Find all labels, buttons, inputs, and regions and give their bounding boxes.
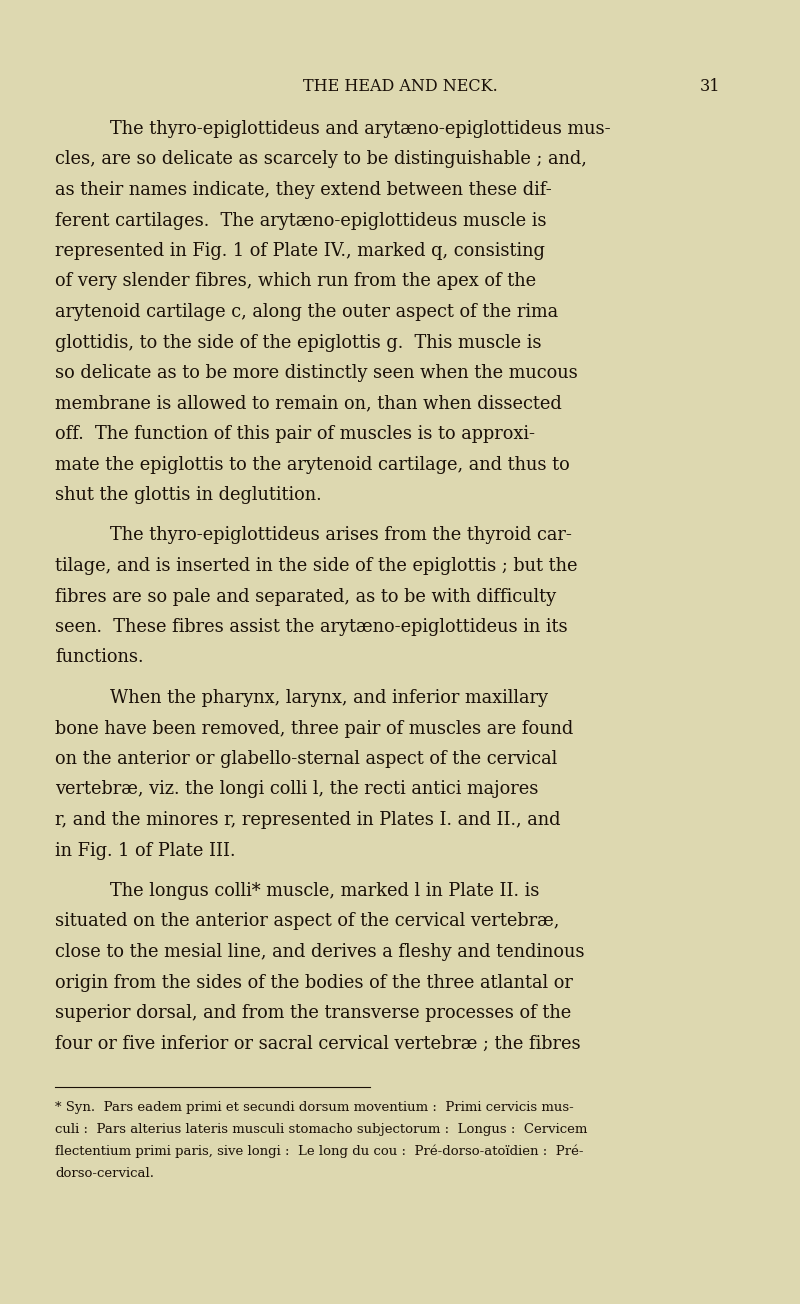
Text: cles, are so delicate as scarcely to be distinguishable ; and,: cles, are so delicate as scarcely to be … (55, 150, 587, 168)
Text: bone have been removed, three pair of muscles are found: bone have been removed, three pair of mu… (55, 720, 574, 738)
Text: close to the mesial line, and derives a fleshy and tendinous: close to the mesial line, and derives a … (55, 943, 585, 961)
Text: four or five inferior or sacral cervical vertebræ ; the fibres: four or five inferior or sacral cervical… (55, 1034, 581, 1052)
Text: functions.: functions. (55, 648, 143, 666)
Text: culi :  Pars alterius lateris musculi stomacho subjectorum :  Longus :  Cervicem: culi : Pars alterius lateris musculi sto… (55, 1123, 587, 1136)
Text: glottidis, to the side of the epiglottis g.  This muscle is: glottidis, to the side of the epiglottis… (55, 334, 542, 352)
Text: ferent cartilages.  The arytæno-epiglottideus muscle is: ferent cartilages. The arytæno-epiglotti… (55, 211, 546, 230)
Text: membrane is allowed to remain on, than when dissected: membrane is allowed to remain on, than w… (55, 395, 562, 412)
Text: fibres are so pale and separated, as to be with difficulty: fibres are so pale and separated, as to … (55, 588, 556, 605)
Text: * Syn.  Pars eadem primi et secundi dorsum moventium :  Primi cervicis mus-: * Syn. Pars eadem primi et secundi dorsu… (55, 1101, 574, 1114)
Text: in Fig. 1 of Plate III.: in Fig. 1 of Plate III. (55, 841, 235, 859)
Text: dorso-cervical.: dorso-cervical. (55, 1167, 154, 1180)
Text: so delicate as to be more distinctly seen when the mucous: so delicate as to be more distinctly see… (55, 364, 578, 382)
Text: shut the glottis in deglutition.: shut the glottis in deglutition. (55, 486, 322, 505)
Text: off.  The function of this pair of muscles is to approxi-: off. The function of this pair of muscle… (55, 425, 535, 443)
Text: flectentium primi paris, sive longi :  Le long du cou :  Pré-dorso-atoïdien :  P: flectentium primi paris, sive longi : Le… (55, 1145, 583, 1158)
Text: The longus colli* muscle, marked l in Plate II. is: The longus colli* muscle, marked l in Pl… (110, 882, 539, 900)
Text: of very slender fibres, which run from the apex of the: of very slender fibres, which run from t… (55, 273, 536, 291)
Text: The thyro-epiglottideus arises from the thyroid car-: The thyro-epiglottideus arises from the … (110, 527, 572, 545)
Text: vertebræ, viz. the longi colli l, the recti antici majores: vertebræ, viz. the longi colli l, the re… (55, 781, 538, 798)
Text: as their names indicate, they extend between these dif-: as their names indicate, they extend bet… (55, 181, 552, 200)
Text: on the anterior or glabello-sternal aspect of the cervical: on the anterior or glabello-sternal aspe… (55, 750, 558, 768)
Text: mate the epiglottis to the arytenoid cartilage, and thus to: mate the epiglottis to the arytenoid car… (55, 455, 570, 473)
Text: superior dorsal, and from the transverse processes of the: superior dorsal, and from the transverse… (55, 1004, 571, 1022)
Text: 31: 31 (700, 78, 721, 95)
Text: tilage, and is inserted in the side of the epiglottis ; but the: tilage, and is inserted in the side of t… (55, 557, 578, 575)
Text: seen.  These fibres assist the arytæno-epiglottideus in its: seen. These fibres assist the arytæno-ep… (55, 618, 568, 636)
Text: represented in Fig. 1 of Plate IV., marked q, consisting: represented in Fig. 1 of Plate IV., mark… (55, 243, 545, 259)
Text: The thyro-epiglottideus and arytæno-epiglottideus mus-: The thyro-epiglottideus and arytæno-epig… (110, 120, 610, 138)
Text: origin from the sides of the bodies of the three atlantal or: origin from the sides of the bodies of t… (55, 974, 573, 991)
Text: r, and the minores r, represented in Plates I. and II., and: r, and the minores r, represented in Pla… (55, 811, 561, 829)
Text: THE HEAD AND NECK.: THE HEAD AND NECK. (302, 78, 498, 95)
Text: situated on the anterior aspect of the cervical vertebræ,: situated on the anterior aspect of the c… (55, 913, 559, 931)
Text: arytenoid cartilage c, along the outer aspect of the rima: arytenoid cartilage c, along the outer a… (55, 303, 558, 321)
Text: When the pharynx, larynx, and inferior maxillary: When the pharynx, larynx, and inferior m… (110, 689, 548, 707)
